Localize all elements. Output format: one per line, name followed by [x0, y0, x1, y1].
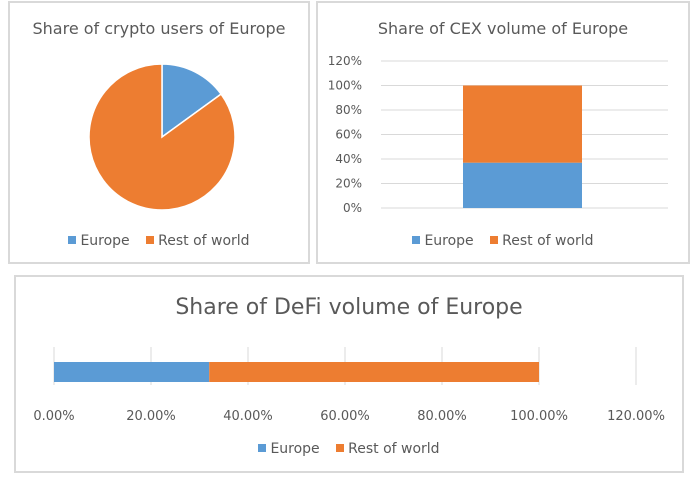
y-tick-label: 20% — [335, 177, 362, 191]
y-tick-label: 40% — [335, 152, 362, 166]
chart-title: Share of DeFi volume of Europe — [175, 295, 523, 320]
legend-item-europe: Europe — [68, 233, 130, 249]
y-tick-label: 100% — [328, 79, 362, 93]
legend-item-rest: Rest of world — [490, 233, 594, 249]
x-tick-label: 0.00% — [33, 409, 74, 424]
legend-label-rest: Rest of world — [348, 441, 440, 457]
bar-segment-rest-of-world — [463, 85, 582, 163]
legend-item-europe: Europe — [258, 441, 320, 457]
europe-swatch — [258, 444, 267, 452]
defi-volume-bar-panel: Share of DeFi volume of Europe 0.00% 20.0… — [14, 275, 684, 473]
bar-chart: 0.00% 20.00% 40.00% 60.00% 80.00% 100.00% 120.… — [33, 347, 665, 424]
europe-swatch — [68, 236, 77, 244]
rest-swatch — [146, 236, 155, 244]
bar-segment-rest-of-world — [209, 362, 539, 382]
bar-segment-europe — [463, 162, 582, 208]
bar-segment-europe — [54, 362, 210, 382]
y-tick-label: 60% — [335, 128, 362, 142]
y-tick-label: 80% — [335, 103, 362, 117]
chart-title: Share of CEX volume of Europe — [377, 19, 629, 38]
x-tick-label: 60.00% — [320, 409, 370, 424]
y-tick-label: 120% — [328, 54, 362, 68]
x-tick-label: 80.00% — [417, 409, 467, 424]
legend-label-rest: Rest of world — [158, 233, 250, 249]
legend-item-rest: Rest of world — [146, 233, 250, 249]
rest-swatch — [336, 444, 345, 452]
pie-slice-rest-of-world — [88, 63, 236, 211]
legend-label-europe: Europe — [270, 441, 320, 457]
europe-swatch — [412, 236, 421, 244]
cex-volume-column-panel: Share of CEX volume of Europe 0% 20% 40% 60… — [316, 1, 690, 264]
x-tick-label: 20.00% — [126, 409, 176, 424]
y-tick-label: 0% — [343, 201, 362, 215]
column-chart: 0% 20% 40% 60% 80% 100% 120% — [328, 54, 668, 215]
x-tick-label: 40.00% — [223, 409, 273, 424]
legend-label-europe: Europe — [80, 233, 130, 249]
legend-item-rest: Rest of world — [336, 441, 440, 457]
crypto-users-pie-panel: Share of crypto users of Europe Europe R… — [8, 1, 310, 264]
pie-slice-europe — [161, 63, 223, 139]
rest-swatch — [490, 236, 499, 244]
x-tick-label: 100.00% — [510, 409, 568, 424]
legend-label-rest: Rest of world — [502, 233, 594, 249]
legend-label-europe: Europe — [424, 233, 474, 249]
x-tick-label: 120.00% — [607, 409, 665, 424]
legend: Europe Rest of world — [16, 441, 682, 457]
pie-chart — [88, 63, 236, 211]
legend: Europe Rest of world — [318, 233, 688, 249]
legend: Europe Rest of world — [10, 233, 308, 249]
legend-item-europe: Europe — [412, 233, 474, 249]
chart-title: Share of crypto users of Europe — [32, 19, 286, 38]
